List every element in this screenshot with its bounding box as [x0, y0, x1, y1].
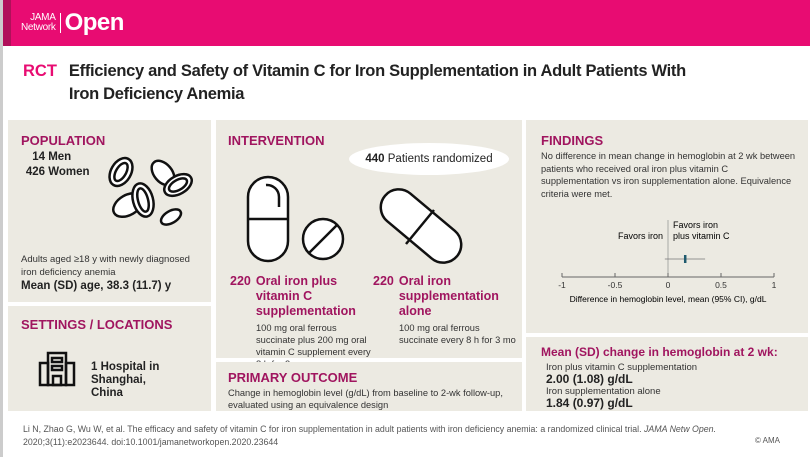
group-1-value: 2.00 (1.08) g/dL	[546, 372, 633, 386]
red-blood-cells-icon	[108, 156, 193, 226]
randomized-label: Patients randomized	[387, 153, 493, 165]
findings-panel: FINDINGS No difference in mean change in…	[526, 120, 808, 333]
intervention-panel: INTERVENTION 440 Patients randomized 220…	[216, 120, 522, 369]
population-panel: POPULATION 14 Men 426 Women Adults aged …	[8, 120, 211, 302]
women-count: 426	[25, 166, 45, 178]
sex-counts: 14 Men 426 Women	[21, 150, 90, 180]
mean-change-heading: Mean (SD) change in hemoglobin at 2 wk:	[541, 345, 778, 359]
x-tick-label: 0.5	[715, 280, 727, 290]
women-label: Women	[48, 166, 90, 178]
logo-name: Open	[64, 9, 125, 36]
citation-journal: JAMA Netw Open.	[643, 424, 717, 434]
title-text: Efficiency and Safety of Vitamin C for I…	[68, 62, 686, 103]
forest-plot: Favors iron Favors iron plus vitamin C D…	[558, 220, 777, 304]
men-count: 14	[32, 151, 45, 163]
page-title: RCT Efficiency and Safety of Vitamin C f…	[23, 60, 709, 106]
group-2-label: Iron supplementation alone	[546, 386, 661, 397]
arm-1-count: 220	[230, 274, 251, 288]
arm-1: 220 Oral iron plus vitamin C supplementat…	[230, 274, 380, 370]
hospital-icon	[38, 351, 76, 387]
findings-text: No difference in mean change in hemoglob…	[541, 151, 796, 199]
group-2-value: 1.84 (0.97) g/dL	[546, 396, 633, 410]
settings-heading: SETTINGS / LOCATIONS	[21, 317, 173, 332]
favors-left-label: Favors iron	[618, 231, 663, 241]
x-tick-label: 1	[772, 280, 777, 290]
arm-2: 220 Oral iron supplementation alone 100 m…	[373, 274, 516, 346]
x-tick-label: -0.5	[608, 280, 623, 290]
group-1-label: Iron plus vitamin C supplementation	[546, 362, 698, 373]
capsule-icon	[379, 188, 463, 264]
header-bar: JAMA Network Open	[3, 0, 810, 46]
population-description: Adults aged ≥18 y with newly diagnosed i…	[21, 254, 190, 278]
mean-change-panel: Mean (SD) change in hemoglobin at 2 wk: …	[526, 337, 808, 411]
randomized-oval: 440 Patients randomized	[349, 143, 509, 175]
settings-panel: SETTINGS / LOCATIONS 1 Hospital in Shang…	[8, 306, 211, 411]
capsule-and-tablet-icon	[246, 175, 345, 263]
arm-2-name: Oral iron supplementation alone	[398, 274, 499, 318]
arm-2-count: 220	[373, 274, 394, 288]
citation: Li N, Zhao G, Wu W, et al. The efficacy …	[23, 423, 763, 449]
arm-1-name: Oral iron plus vitamin C supplementation	[255, 274, 356, 318]
intervention-heading: INTERVENTION	[228, 133, 325, 148]
favors-right-label-2: plus vitamin C	[673, 231, 730, 241]
x-tick-label: -1	[558, 280, 566, 290]
primary-outcome-text: Change in hemoglobin level (g/dL) from b…	[228, 388, 503, 410]
point-estimate	[683, 255, 687, 263]
primary-outcome-panel: PRIMARY OUTCOME Change in hemoglobin lev…	[216, 362, 522, 411]
randomized-count: 440	[365, 153, 385, 165]
mean-age: Mean (SD) age, 38.3 (11.7) y	[21, 280, 172, 292]
findings-heading: FINDINGS	[541, 133, 604, 148]
citation-text: Li N, Zhao G, Wu W, et al. The efficacy …	[23, 424, 642, 434]
men-label: Men	[48, 151, 72, 163]
logo-line2: Network	[21, 22, 56, 33]
logo-line1: JAMA	[30, 12, 56, 23]
arm-2-detail: 100 mg oral ferrous succinate every 8 h …	[399, 323, 516, 345]
study-type: RCT	[23, 62, 57, 80]
copyright: © AMA	[754, 436, 780, 445]
primary-outcome-heading: PRIMARY OUTCOME	[228, 370, 358, 385]
x-axis-label: Difference in hemoglobin level, mean (95…	[570, 294, 767, 304]
x-tick-label: 0	[666, 280, 671, 290]
population-heading: POPULATION	[21, 133, 106, 148]
citation-ref: 2020;3(11):e2023644. doi:10.1001/jamanet…	[23, 437, 279, 447]
settings-text: 1 Hospital in Shanghai, China	[91, 361, 160, 399]
jama-logo: JAMA Network Open	[21, 9, 124, 37]
favors-right-label-1: Favors iron	[673, 220, 718, 230]
